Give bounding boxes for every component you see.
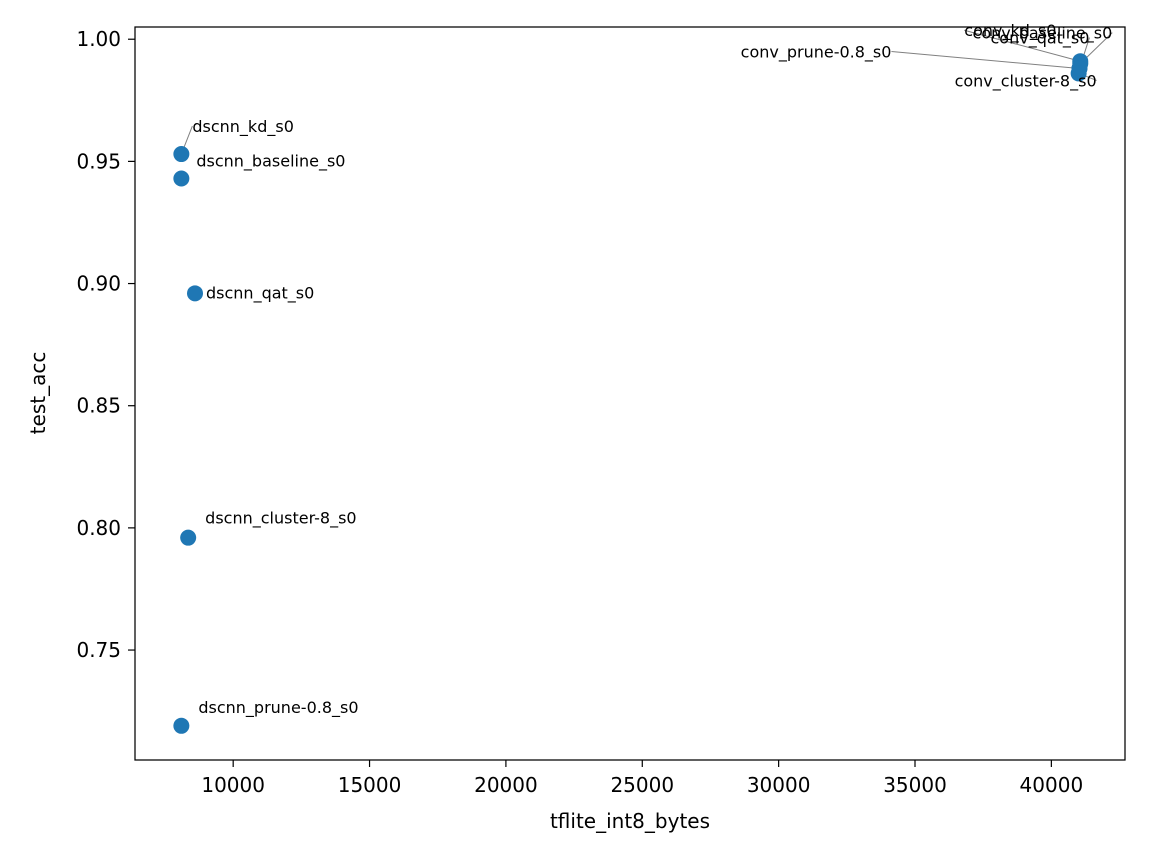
y-tick-label: 1.00	[76, 27, 121, 51]
scatter-point	[1070, 65, 1087, 82]
label-leader-line	[964, 29, 1081, 62]
plot-frame	[134, 26, 1126, 761]
y-tick-label: 0.85	[76, 394, 121, 418]
y-axis: 0.75 0.80 0.85 0.90 0.95 1.00	[76, 27, 135, 662]
point-label: dscnn_baseline_s0	[196, 151, 345, 171]
x-tick-label: 15000	[338, 773, 402, 797]
y-axis-title: test_acc	[26, 352, 50, 435]
scatter-point	[180, 529, 197, 546]
y-tick-label: 0.90	[76, 272, 121, 296]
y-tick-label: 0.95	[76, 149, 121, 173]
point-label: conv_baseline_s0	[973, 24, 1113, 44]
x-tick-label: 25000	[610, 773, 674, 797]
point-label: dscnn_qat_s0	[206, 283, 314, 303]
x-tick-label: 40000	[1020, 773, 1084, 797]
point-label: dscnn_kd_s0	[192, 117, 294, 137]
point-label: dscnn_prune-0.8_s0	[198, 698, 358, 718]
label-leader-line	[891, 51, 1080, 70]
scatter-point	[173, 170, 190, 187]
scatter-point	[173, 146, 190, 163]
point-label: conv_qat_s0	[991, 29, 1090, 49]
point-label: dscnn_cluster-8_s0	[205, 509, 356, 529]
x-tick-label: 10000	[201, 773, 265, 797]
x-axis-title: tflite_int8_bytes	[550, 809, 710, 833]
point-labels: dscnn_kd_s0 dscnn_baseline_s0 dscnn_qat_s0…	[192, 21, 1112, 718]
point-label: conv_kd_s0	[964, 21, 1056, 41]
point-label: conv_prune-0.8_s0	[741, 43, 892, 63]
y-tick-label: 0.80	[76, 516, 121, 540]
y-tick-label: 0.75	[76, 638, 121, 662]
x-axis: 10000 15000 20000 25000 30000 35000 40000	[201, 760, 1083, 797]
x-tick-label: 20000	[474, 773, 538, 797]
point-label: conv_cluster-8_s0	[955, 71, 1097, 91]
x-tick-label: 35000	[883, 773, 947, 797]
data-points	[173, 53, 1089, 734]
scatter-point	[187, 285, 203, 302]
scatter-point	[173, 717, 190, 734]
x-tick-label: 30000	[747, 773, 811, 797]
